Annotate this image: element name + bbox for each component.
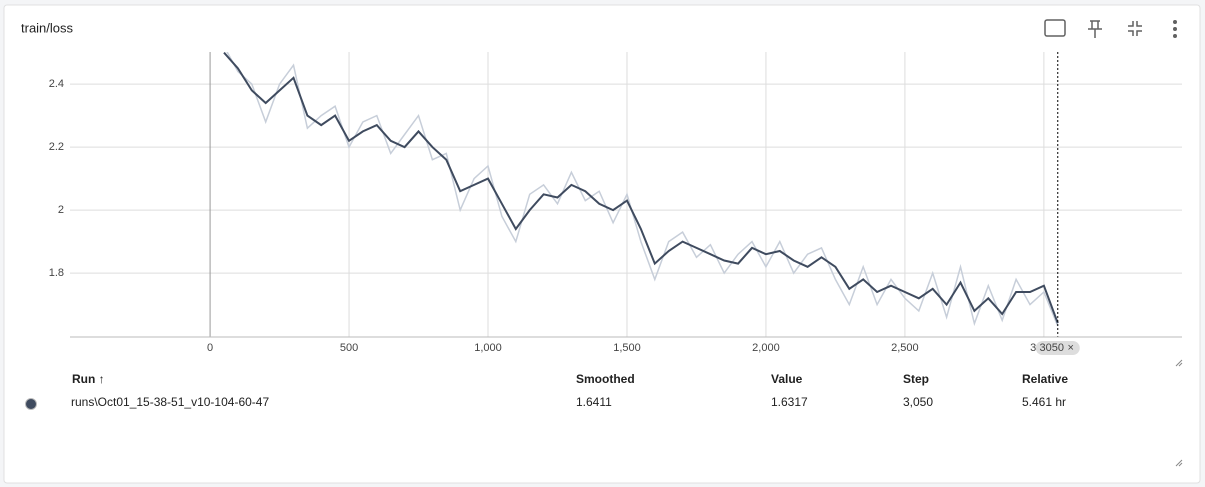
data-table: Run ↑ Smoothed Value Step Relative runs\Oct01… — [25, 372, 1068, 410]
fit-button[interactable] — [1044, 19, 1066, 37]
toolbar — [1044, 19, 1177, 38]
y-tick-label: 1.8 — [49, 267, 64, 279]
column-header: Value — [771, 372, 803, 386]
cell: runs\Oct01_15-38-51_v10-104-60-47 — [71, 395, 269, 409]
menu-button[interactable] — [1173, 20, 1177, 38]
column-header: Step — [903, 372, 929, 386]
fullscreen-button[interactable] — [1128, 21, 1142, 36]
y-tick-label: 2.2 — [49, 141, 64, 153]
cell: 1.6317 — [771, 395, 808, 409]
cell: 1.6411 — [576, 395, 612, 409]
x-tick-label: 500 — [340, 342, 358, 354]
series-line — [223, 52, 1059, 324]
y-tick-label: 2 — [58, 204, 64, 216]
hover-badge — [1035, 341, 1080, 355]
column-header: Run ↑ — [72, 372, 105, 386]
column-header: Relative — [1022, 372, 1068, 386]
cell: 3,050 — [903, 395, 933, 409]
resize-handle[interactable] — [1175, 359, 1183, 367]
run-color — [25, 398, 37, 410]
y-tick-label: 2.4 — [49, 78, 64, 90]
pin-button[interactable] — [1088, 20, 1102, 38]
x-tick-label: 1,000 — [474, 342, 502, 354]
series-line — [226, 52, 1059, 327]
card-bg — [3, 4, 1201, 484]
resize-handle[interactable] — [1175, 459, 1183, 467]
x-tick-label: 2,000 — [752, 342, 780, 354]
hover-label: 3050 — [1040, 342, 1064, 354]
hover-close: × — [1068, 342, 1074, 354]
x-tick-label: 2,500 — [891, 342, 919, 354]
column-header: Smoothed — [576, 372, 635, 386]
cell: 5.461 hr — [1022, 395, 1066, 409]
plot: 1.822.22.405001,0001,5002,0002,5003,0003… — [49, 52, 1182, 355]
chart-title: train/loss — [21, 20, 74, 35]
x-tick-label: 1,500 — [613, 342, 641, 354]
x-tick-label: 0 — [207, 342, 213, 354]
